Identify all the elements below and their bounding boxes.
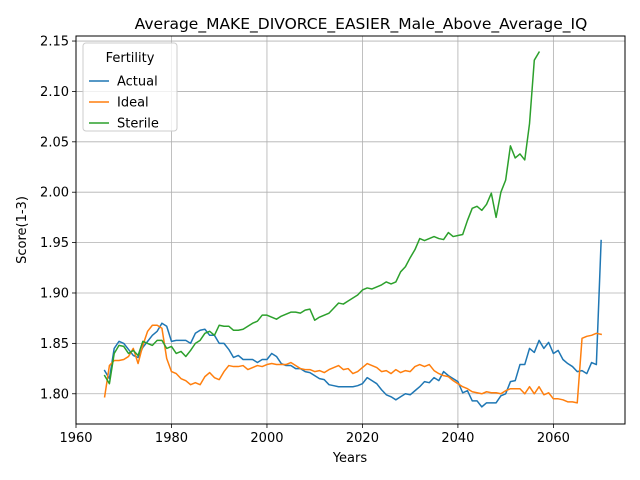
x-tick-label: 2020 [346,431,379,446]
legend-box [82,42,178,132]
y-tick-label: 1.90 [40,286,69,301]
x-tick-label: 1980 [155,431,188,446]
series-line-actual [103,239,602,408]
y-tick-label: 1.95 [40,236,69,251]
legend-label-sterile: Sterile [117,117,159,132]
series-line-ideal [103,324,603,404]
y-tick-label: 2.10 [40,85,69,100]
legend-entries: Actual Ideal Sterile [89,75,159,132]
legend: Fertility Actual Ideal Sterile [82,42,178,132]
y-tick-label: 2.15 [40,35,69,50]
legend-label-ideal: Ideal [117,96,149,111]
grid [75,36,625,424]
y-tick-label: 1.80 [40,387,69,402]
y-tick-label: 1.85 [40,337,69,352]
x-tick-label: 2060 [537,431,570,446]
y-axis-ticks: 1.80 1.85 1.90 1.95 2.00 2.05 2.10 2.15 [40,35,76,402]
x-tick-label: 1960 [59,431,92,446]
legend-label-actual: Actual [117,75,158,90]
x-axis-ticks: 1960 1980 2000 2020 2040 2060 [59,424,570,446]
y-tick-label: 2.00 [40,186,69,201]
series-line-sterile [103,51,541,385]
x-tick-label: 2040 [441,431,474,446]
x-axis-label: Years [332,451,368,466]
plot-area-frame [75,35,626,425]
chart-title: Average_MAKE_DIVORCE_EASIER_Male_Above_A… [135,15,588,34]
series-lines [103,51,603,408]
x-tick-label: 2000 [250,431,283,446]
legend-title: Fertility [106,51,155,66]
y-axis-label: Score(1-3) [15,196,30,264]
y-tick-label: 2.05 [40,135,69,150]
